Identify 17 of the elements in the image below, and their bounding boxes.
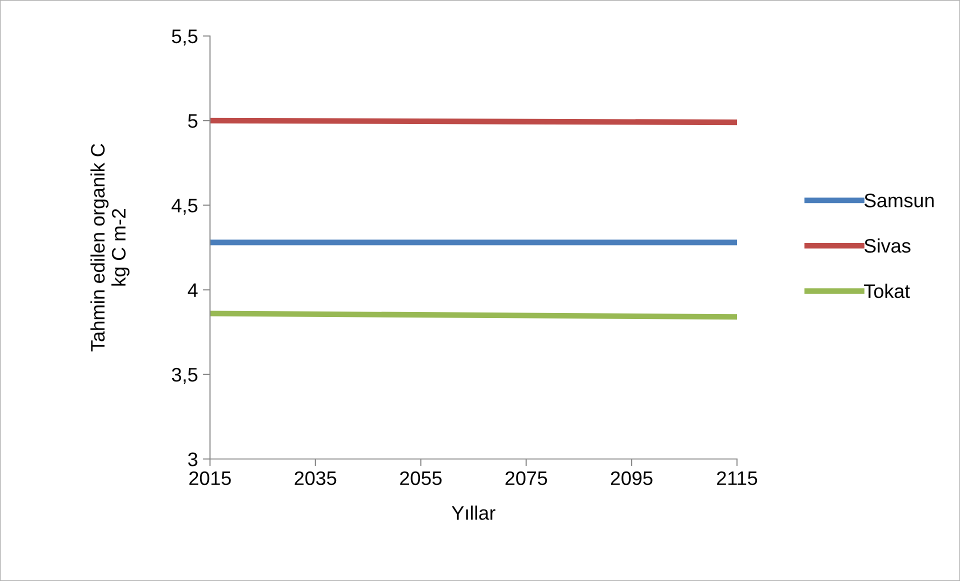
y-tick-label: 3 (188, 452, 198, 466)
x-tick-label: 2095 (610, 471, 652, 486)
legend-label: Tokat (864, 284, 910, 298)
y-tick-label: 4 (188, 283, 198, 297)
y-axis-title: Tahmin edilen organik C kg C m-2 (90, 144, 130, 352)
y-tick-label: 5,5 (172, 30, 198, 46)
y-tick-label: 5 (188, 114, 198, 128)
x-axis-title: Yıllar (452, 506, 496, 520)
y-tick-label: 4,5 (172, 198, 198, 215)
x-tick-label: 2035 (294, 471, 336, 486)
y-tick-label: 3,5 (172, 368, 198, 384)
x-tick-label: 2075 (506, 471, 548, 486)
x-tick-label: 2115 (717, 471, 758, 486)
legend-label: Samsun (864, 194, 934, 208)
x-tick-label: 2055 (400, 471, 442, 486)
legend-label: Sivas (864, 238, 910, 253)
x-tick-label: 2015 (189, 471, 231, 486)
